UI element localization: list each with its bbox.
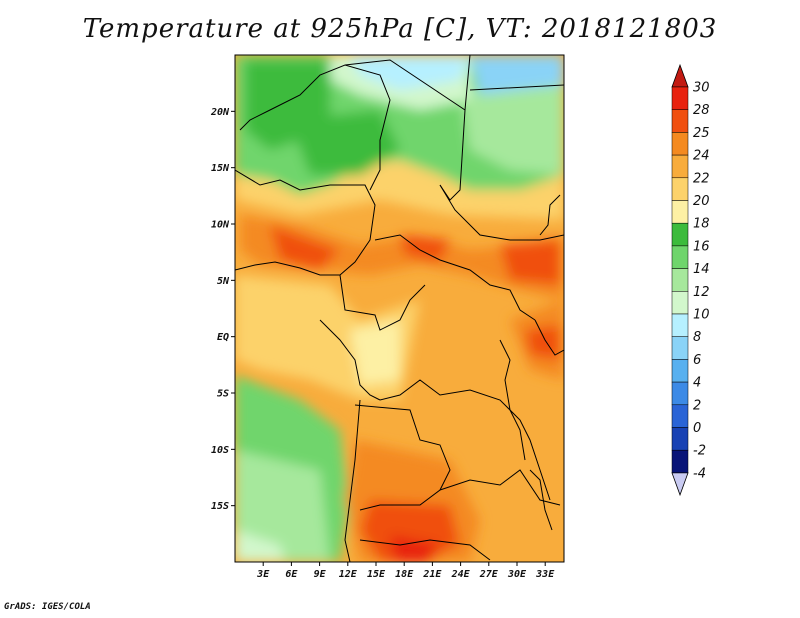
colorbar-swatch — [671, 86, 689, 110]
lat-tick-label: 5N — [217, 276, 230, 287]
lon-tick-label: 6E — [285, 569, 298, 580]
colorbar-label: 22 — [693, 171, 710, 186]
shade-28-east — [500, 240, 560, 285]
colorbar-swatch — [671, 313, 689, 337]
border-west-africa — [235, 169, 376, 276]
lon-tick-label: 18E — [395, 569, 414, 580]
colorbar-label: 8 — [693, 330, 701, 345]
colorbar-swatch — [671, 404, 689, 428]
shade-20-congo — [350, 320, 400, 385]
lon-tick-label: 12E — [339, 569, 358, 580]
border-angola — [354, 404, 451, 511]
borders — [235, 55, 564, 562]
shade-25-sahel — [240, 215, 564, 300]
colorbar-swatch — [671, 268, 689, 292]
colorbar-swatch — [671, 381, 689, 406]
shade-12-south — [235, 450, 330, 562]
colorbar-label: 14 — [693, 262, 710, 277]
border-cameroon — [339, 274, 426, 331]
colorbar-swatch — [671, 359, 689, 383]
lake-tanganyika — [499, 339, 526, 461]
lon-tick-label: 15E — [367, 569, 386, 580]
colorbar-swatch — [671, 109, 689, 133]
shade-10-north — [350, 55, 470, 90]
border-sudan-egypt — [464, 55, 564, 111]
colorbar-label: 12 — [693, 285, 710, 300]
lat-tick-label: 5S — [217, 389, 229, 400]
lon-tick-label: 33E — [535, 569, 555, 580]
lat-tick-label: 15S — [211, 501, 229, 512]
colorbar-label: 20 — [693, 194, 710, 209]
shade-8-ne — [470, 55, 564, 95]
colorbar-label: 25 — [693, 126, 710, 141]
coast-gabon — [319, 319, 381, 401]
lon-tick-label: 3E — [256, 569, 270, 580]
border-sudan — [439, 184, 564, 241]
colorbar-swatch — [671, 336, 689, 360]
lat-tick-label: EQ — [217, 332, 229, 343]
colorbar-top-arrow — [671, 63, 689, 88]
colorbar-label: 10 — [693, 308, 710, 323]
lon-tick-label: 27E — [479, 569, 499, 580]
credit-text: GrADS: IGES/COLA — [4, 602, 91, 612]
colorbar-label: 0 — [693, 421, 701, 436]
lat-axis: 20N 15N 10N 5N EQ 5S 10S 15S — [210, 107, 235, 512]
lat-tick-label: 10N — [211, 220, 230, 231]
shade-12-ne — [460, 85, 564, 175]
lon-tick-label: 9E — [314, 569, 327, 580]
colorbar-swatch — [671, 200, 689, 224]
map-frame — [234, 54, 565, 563]
colorbar-swatch — [671, 291, 689, 315]
border-chad-libya — [344, 59, 466, 201]
border-drc-south — [379, 379, 551, 501]
lake-victoria — [534, 319, 564, 356]
colorbar-label: 4 — [693, 376, 701, 391]
colorbar-label: 16 — [693, 239, 710, 254]
shade-12-sw — [235, 530, 285, 562]
colorbar-label: 6 — [693, 353, 701, 368]
shade-30-south — [390, 535, 440, 562]
shade-28-lakes — [525, 325, 560, 360]
border-ethiopia — [539, 194, 561, 236]
colorbar-swatch — [671, 132, 689, 156]
chart-title: Temperature at 925hPa [C], VT: 201812180… — [82, 14, 718, 44]
temperature-field — [235, 55, 564, 562]
lat-tick-label: 10S — [211, 445, 229, 456]
shade-28-central — [400, 235, 450, 262]
colorbar-swatch — [671, 154, 689, 179]
lon-axis: 3E 6E 9E 12E 15E 18E 21E 24E 27E 30E 33E — [256, 562, 555, 580]
shade-16-sahara — [290, 110, 400, 175]
colorbar-swatch — [671, 222, 689, 247]
lon-tick-label: 21E — [422, 569, 442, 580]
colorbar-label: -2 — [693, 444, 706, 459]
border-car — [374, 234, 536, 321]
colorbar-label: -4 — [693, 466, 706, 481]
colorbar-label: 18 — [693, 217, 710, 232]
colorbar-swatch — [671, 427, 689, 451]
colorbar-swatch — [671, 449, 689, 474]
colorbar-label: 28 — [693, 103, 710, 118]
lat-tick-label: 15N — [211, 163, 230, 174]
colorbar-label: 2 — [693, 398, 701, 413]
shade-28-west — [270, 225, 340, 270]
colorbar-label: 30 — [693, 81, 710, 96]
colorbar-swatch — [671, 245, 689, 269]
lon-tick-label: 24E — [451, 569, 471, 580]
colorbar-swatch — [671, 177, 689, 201]
coast-angola — [344, 399, 361, 562]
colorbar-bottom-arrow — [671, 472, 689, 497]
colorbar-label: 24 — [693, 149, 710, 164]
lat-tick-label: 20N — [210, 107, 230, 118]
border-namibia — [359, 539, 491, 561]
lon-tick-label: 30E — [507, 569, 527, 580]
lake-malawi — [529, 469, 553, 531]
